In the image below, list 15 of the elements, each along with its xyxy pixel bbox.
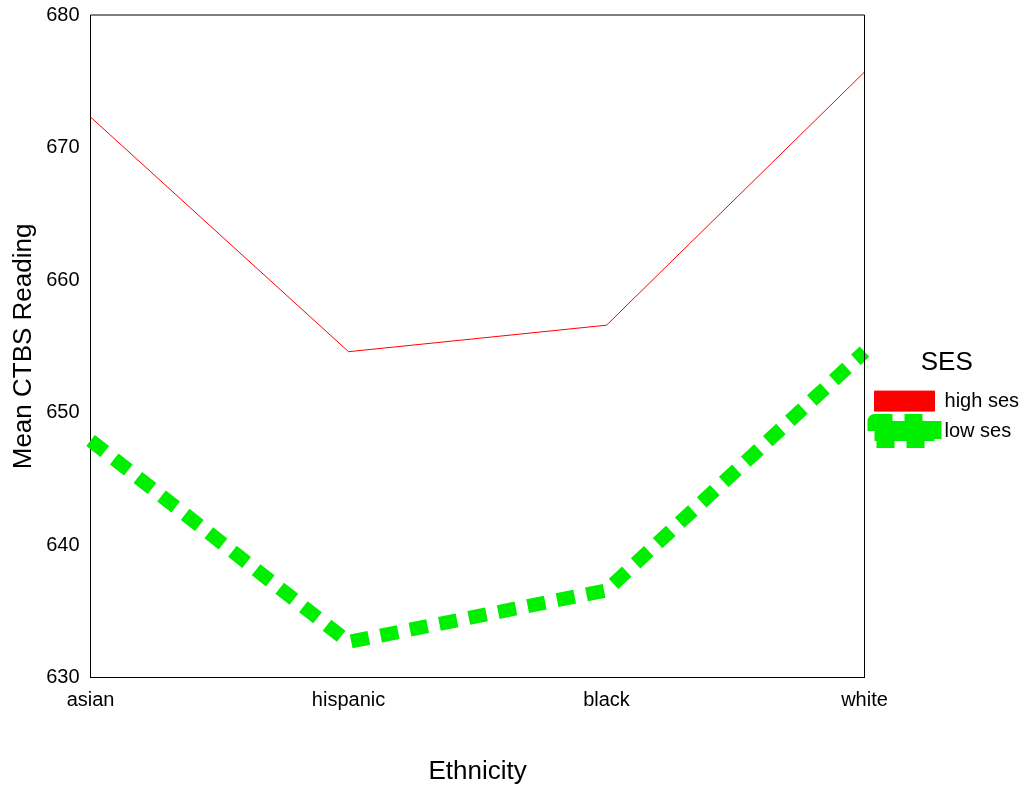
y-tick-label: 640: [46, 532, 80, 555]
y-tick-label: 680: [46, 2, 80, 25]
x-tick-label: asian: [66, 688, 115, 711]
y-tick-label: 670: [46, 135, 80, 158]
x-tick-label: hispanic: [311, 688, 386, 711]
y-tick-label: 660: [46, 267, 80, 290]
legend-title: SES: [920, 346, 973, 377]
legend-label: high ses: [944, 388, 1020, 411]
legend-label: low ses: [944, 418, 1012, 441]
x-tick-label: white: [840, 688, 888, 711]
y-tick-label: 630: [46, 665, 80, 688]
y-axis-title: Mean CTBS Reading: [6, 223, 37, 470]
y-tick-label: 650: [46, 400, 80, 423]
x-axis-title: Ethnicity: [428, 754, 527, 785]
x-tick-label: black: [583, 688, 631, 711]
